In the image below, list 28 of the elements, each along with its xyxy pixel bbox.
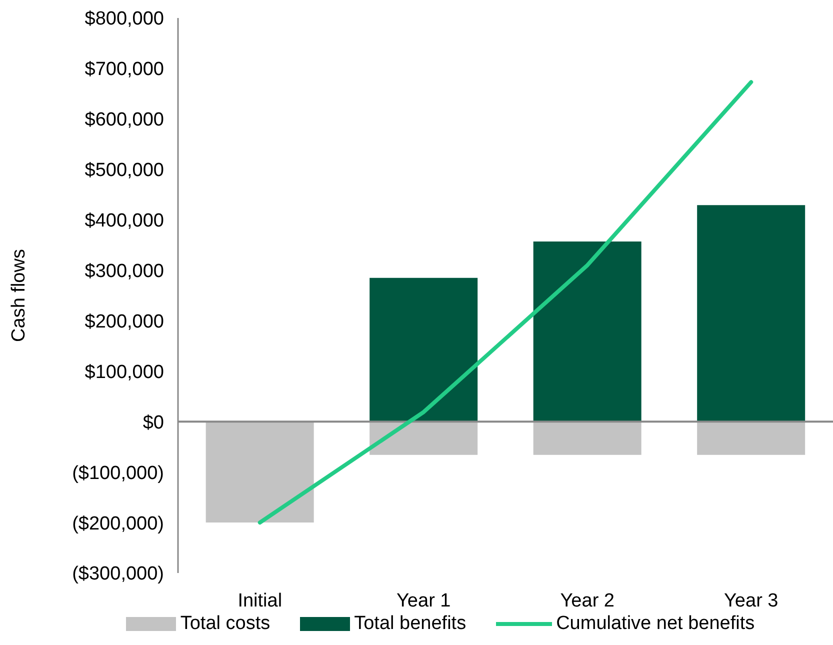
line-series (258, 80, 754, 525)
y-tick-label: $600,000 (84, 110, 164, 131)
x-tick-label: Initial (238, 590, 282, 612)
bar (206, 422, 314, 523)
y-tick-label: $700,000 (84, 59, 164, 80)
y-tick-label: ($200,000) (72, 513, 164, 534)
y-tick-label: $100,000 (84, 362, 164, 383)
legend-label: Total benefits (354, 613, 466, 635)
x-tick-label: Year 2 (560, 590, 614, 612)
x-tick-label: Year 1 (396, 590, 451, 612)
y-tick-label: $400,000 (84, 210, 164, 232)
bar (697, 422, 806, 455)
y-tick-label: ($100,000) (72, 462, 164, 484)
bar (370, 278, 478, 422)
bar (370, 422, 478, 455)
y-tick-label: $800,000 (84, 8, 164, 30)
y-tick-label: $300,000 (84, 261, 164, 282)
bar (533, 422, 642, 455)
y-tick-label: $500,000 (84, 160, 164, 182)
y-tick-label: $0 (142, 412, 164, 434)
legend-label: Total costs (180, 613, 270, 635)
y-tick-label: $200,000 (84, 311, 164, 332)
legend-label: Cumulative net benefits (556, 613, 755, 635)
x-tick-label: Year 3 (724, 590, 778, 612)
bar (697, 205, 806, 422)
y-axis-title: Cash flows (8, 249, 30, 342)
y-tick-label: ($300,000) (72, 564, 164, 585)
bar (533, 242, 642, 422)
